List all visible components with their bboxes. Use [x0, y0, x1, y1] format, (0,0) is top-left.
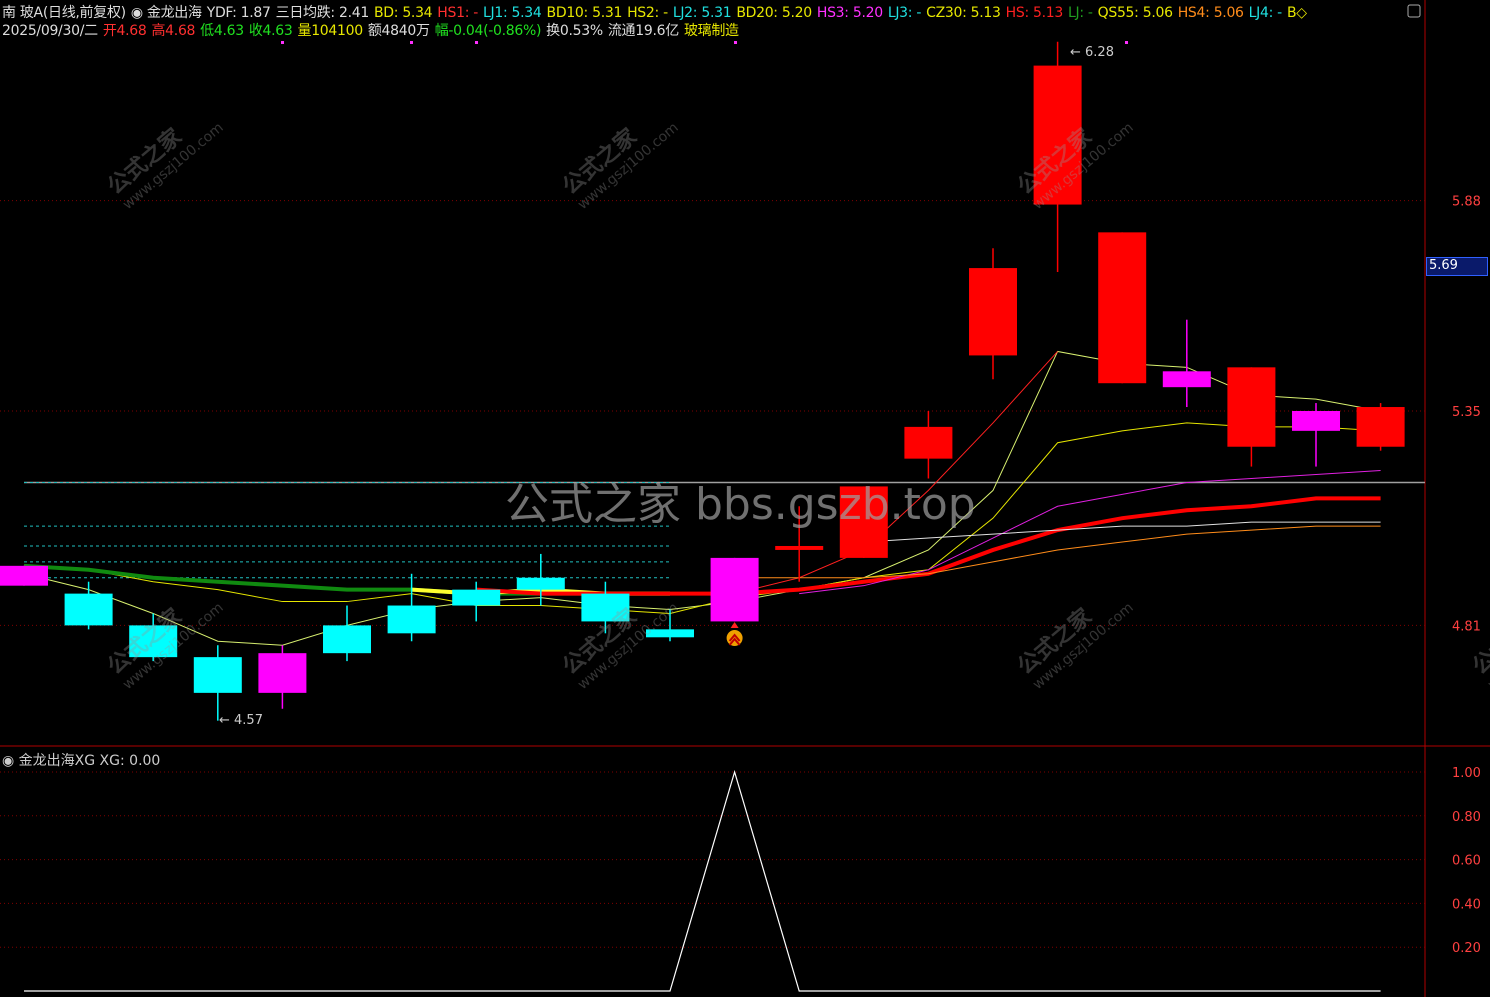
header-field: LJ1: 5.34 [483, 5, 542, 21]
marker-dot [410, 41, 413, 44]
candle-body [129, 625, 178, 658]
header-field: 2025/09/30/二 [2, 23, 98, 39]
header-field: 三日均跌: 2.41 [275, 5, 370, 21]
up-arrow-icon [728, 633, 741, 646]
header-row-2: 2025/09/30/二 开4.68 高4.68 低4.63 收4.63 量104100 额… [2, 20, 744, 40]
header-field: B◇ [1286, 5, 1307, 21]
candle-body [387, 605, 436, 634]
header-field: LJ: - [1067, 5, 1093, 21]
header-field: 换0.53% [546, 23, 603, 39]
candle-body [516, 577, 565, 590]
header-field: 量104100 [297, 23, 364, 39]
header-field: 流通19.6亿 [607, 23, 679, 39]
y-tick-label: 4.81 [1452, 619, 1481, 634]
indicator-title: ◉ 金龙出海XG XG: 0.00 [2, 753, 161, 769]
header-field: 玻璃制造 [683, 23, 739, 39]
header-field: 南 玻A(日线,前复权) [2, 5, 126, 21]
low-label: ← 4.57 [219, 713, 263, 728]
marker-dot [734, 41, 737, 44]
candle-body [258, 653, 307, 693]
moving-average-line [863, 521, 1381, 543]
header-field: QS55: 5.06 [1097, 5, 1173, 21]
marker-dot [1125, 41, 1128, 44]
header-field: ◉ 金龙出海 [130, 5, 202, 21]
moving-average-line [799, 470, 1381, 595]
current-price-tag: 5.69 [1426, 257, 1488, 276]
header-row-1: 南 玻A(日线,前复权) ◉ 金龙出海 YDF: 1.87 三日均跌: 2.41 BD:… [2, 2, 1312, 22]
signal-arrow-icon [730, 622, 739, 628]
candle-body [0, 565, 48, 586]
center-watermark: 公式之家 bbs.gszb.top [505, 479, 976, 530]
y-tick-label: 5.35 [1452, 405, 1481, 420]
candle-body [1098, 232, 1147, 384]
candle-body [1033, 65, 1082, 205]
header-field: HS3: 5.20 [816, 5, 883, 21]
xg-signal-line [24, 769, 1381, 992]
moving-average-line [734, 525, 1381, 579]
header-field: HS1: - [437, 5, 479, 21]
header-field: HS: 5.13 [1005, 5, 1064, 21]
candle-body [1356, 407, 1405, 447]
header-field: LJ4: - [1248, 5, 1283, 21]
candle-body [1292, 411, 1340, 431]
y-tick-label: 0.80 [1452, 810, 1481, 825]
high-label: ← 6.28 [1070, 45, 1114, 60]
moving-average-line [23, 563, 670, 596]
header-field: CZ30: 5.13 [926, 5, 1001, 21]
candle-body [1227, 367, 1276, 447]
candle-body [1162, 371, 1211, 388]
header-field: YDF: 1.87 [206, 5, 271, 21]
candle-body [775, 545, 824, 550]
header-field: 低4.63 [200, 23, 244, 39]
y-tick-label: 0.20 [1452, 941, 1481, 956]
candle-body [710, 557, 759, 622]
header-field: BD: 5.34 [373, 5, 433, 21]
header-field: HS4: 5.06 [1177, 5, 1244, 21]
header-field: 额4840万 [367, 23, 430, 39]
moving-average-line [734, 351, 1058, 595]
y-tick-label: 0.60 [1452, 854, 1481, 869]
header-field: LJ2: 5.31 [672, 5, 732, 21]
moving-average-line [23, 422, 1381, 614]
y-tick-label: 5.88 [1452, 195, 1481, 210]
header-field: BD20: 5.20 [736, 5, 812, 21]
candle-body [581, 593, 630, 622]
y-tick-label: 1.00 [1452, 766, 1481, 781]
candle-body [452, 589, 501, 606]
header-field: LJ3: - [887, 5, 922, 21]
header-field: 高4.68 [151, 23, 196, 39]
header-field: HS2: - [627, 5, 668, 21]
y-tick-label: 0.40 [1452, 897, 1481, 912]
candle-body [969, 268, 1017, 356]
candle-body [64, 593, 113, 626]
candle-body [646, 629, 694, 638]
panel-toggle-icon[interactable] [1407, 4, 1421, 18]
candle-body [904, 426, 953, 459]
candle-body [193, 657, 242, 693]
header-field: 幅-0.04(-0.86%) [434, 23, 542, 39]
candle-body [839, 486, 888, 558]
marker-dot [475, 41, 478, 44]
header-field: 开4.68 [102, 23, 147, 39]
marker-dot [281, 41, 284, 44]
candle-body [323, 625, 371, 654]
header-field: 收4.63 [248, 23, 293, 39]
header-field: BD10: 5.31 [546, 5, 623, 21]
